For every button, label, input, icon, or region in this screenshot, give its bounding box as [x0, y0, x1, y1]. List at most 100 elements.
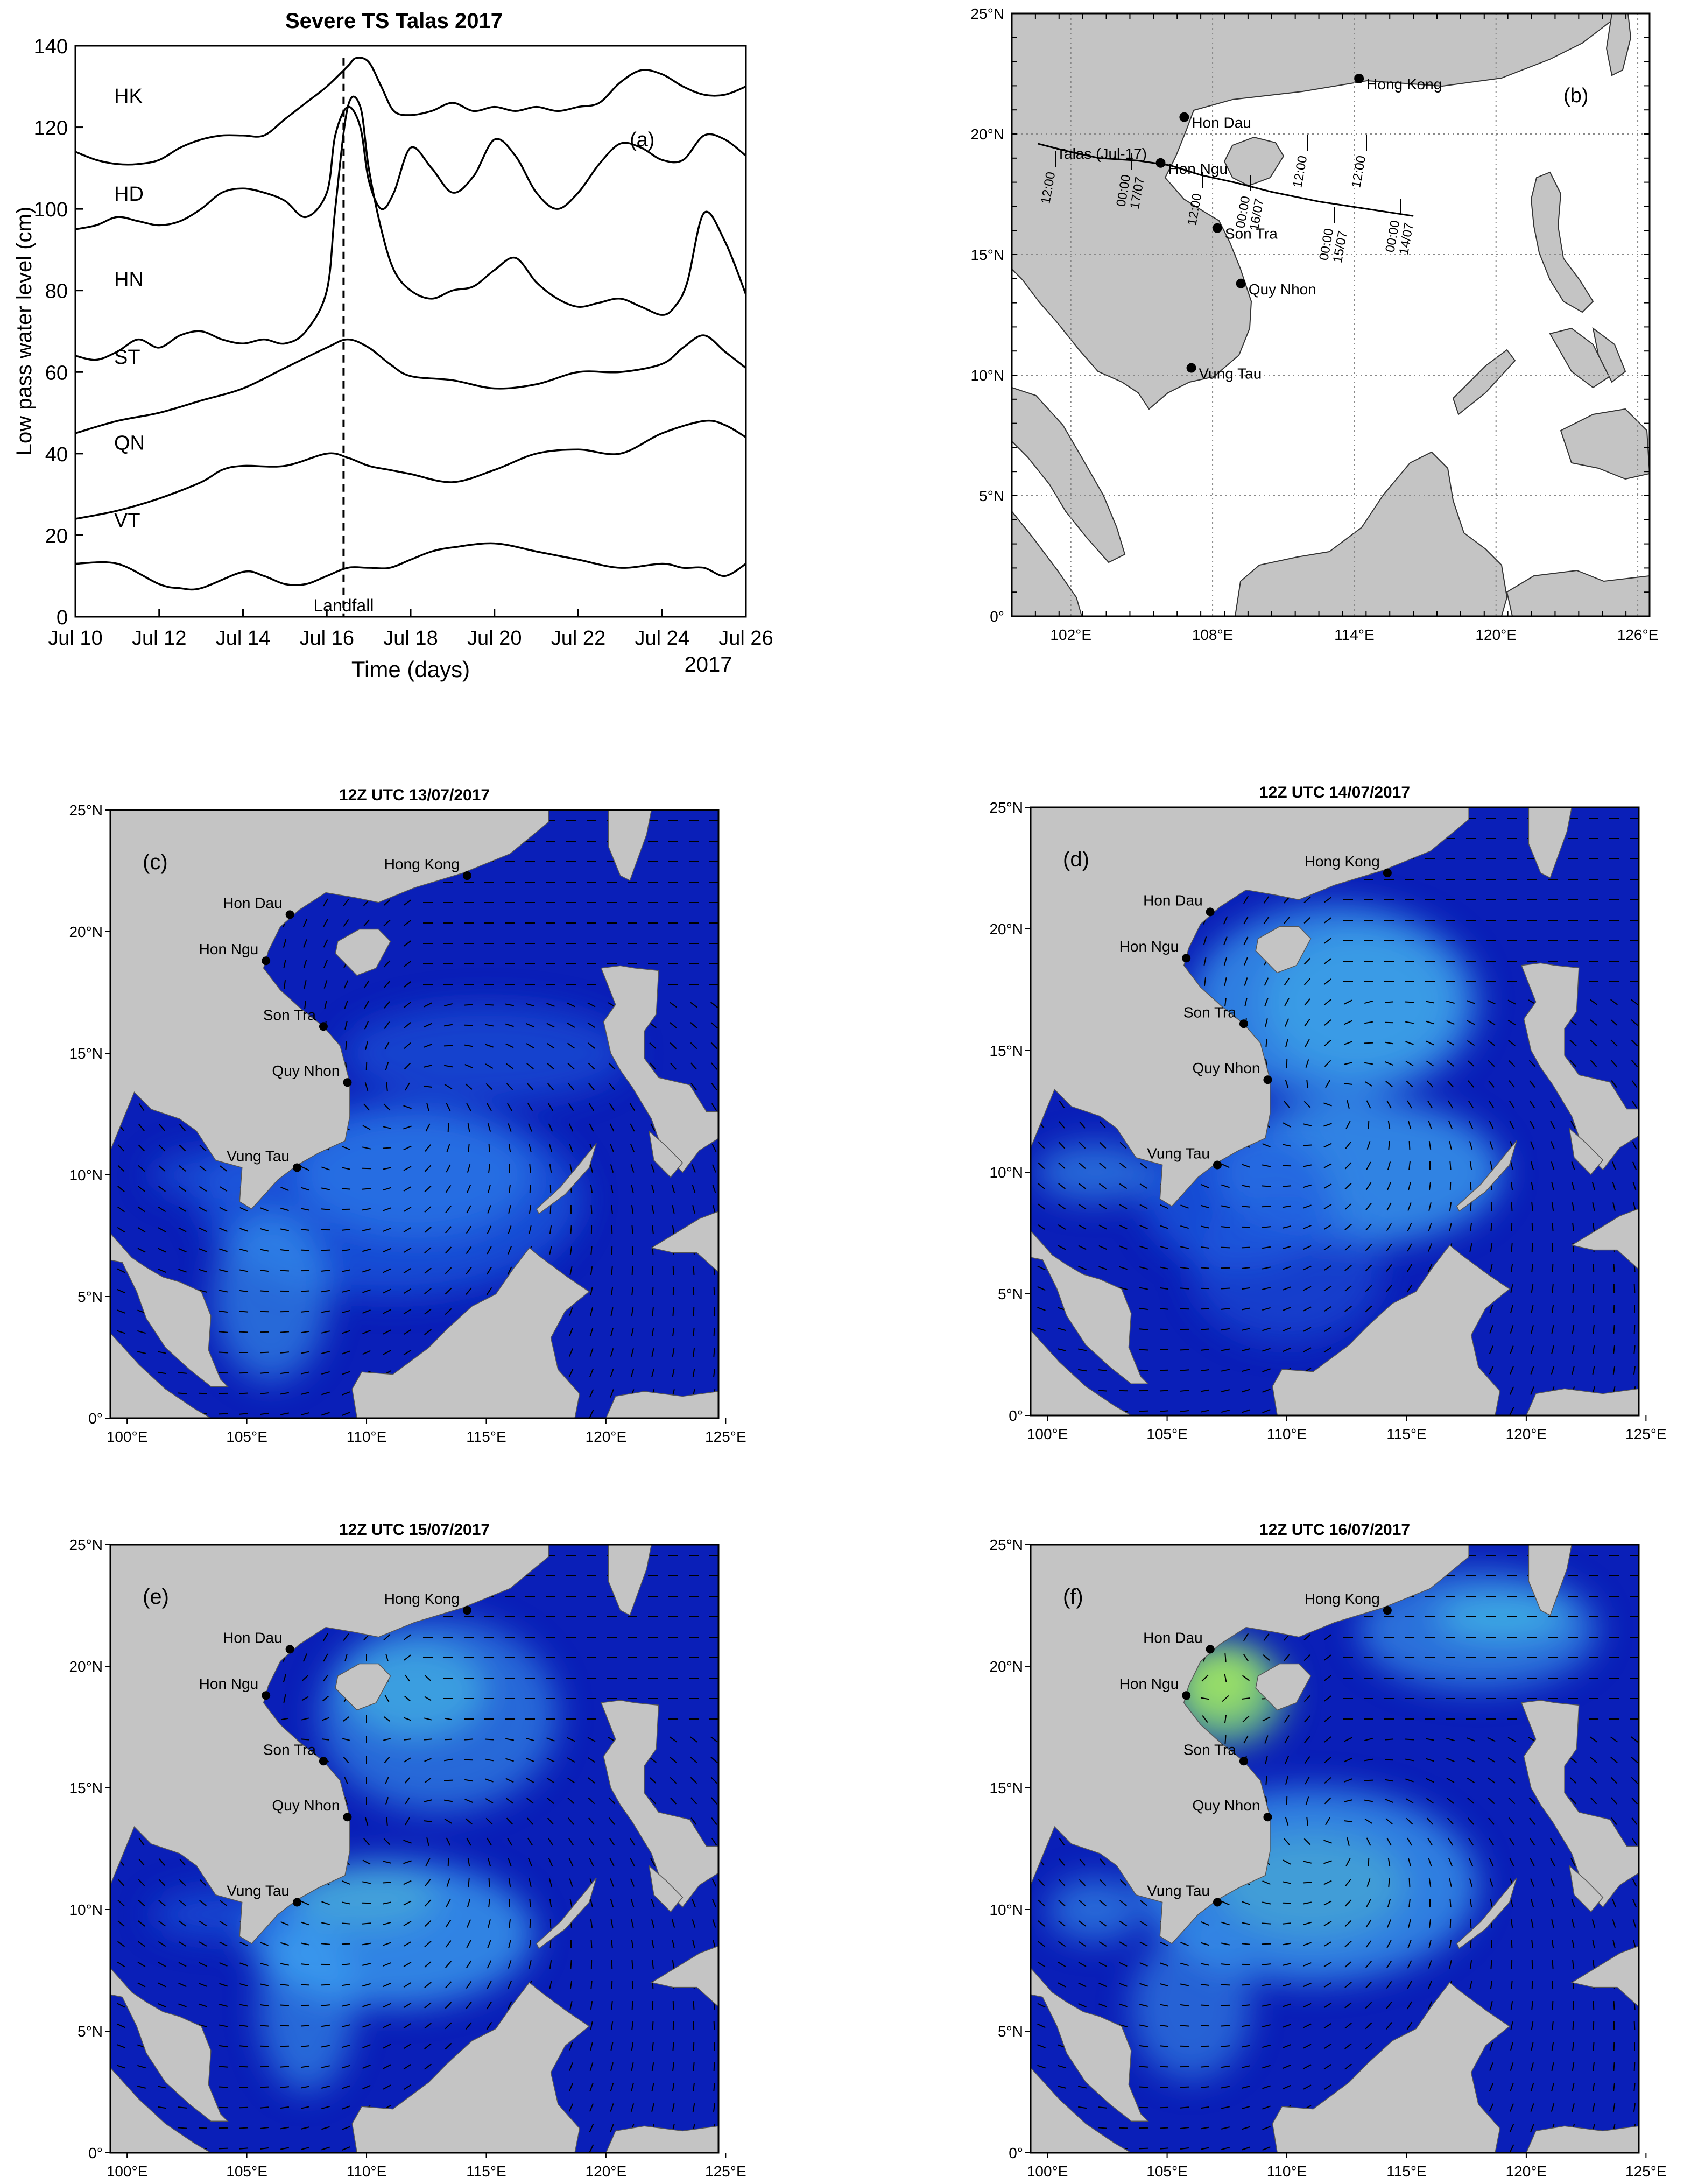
- current-arrow: [1447, 1080, 1454, 1088]
- current-arrow: [569, 1266, 573, 1276]
- current-arrow: [1323, 1880, 1332, 1885]
- current-arrow: [1303, 1225, 1312, 1229]
- current-arrow: [1077, 2106, 1087, 2109]
- current-arrow: [321, 2045, 330, 2048]
- x-tick-label: Jul 10: [48, 627, 102, 650]
- current-arrow: [610, 1389, 614, 1398]
- current-arrow: [569, 2042, 573, 2051]
- current-arrow: [1241, 1943, 1251, 1945]
- current-arrow: [1303, 1347, 1312, 1352]
- current-arrow: [1632, 1161, 1637, 1170]
- current-arrow: [1139, 1941, 1148, 1947]
- current-arrow: [1241, 1287, 1251, 1290]
- current-arrow: [1531, 1980, 1533, 1990]
- current-arrow: [424, 1778, 432, 1783]
- station-marker: [1236, 278, 1246, 288]
- current-arrow: [1366, 1100, 1371, 1109]
- current-arrow: [529, 1960, 532, 1969]
- current-arrow: [383, 1738, 391, 1741]
- lat-tick-label: 5°N: [77, 2023, 103, 2040]
- current-arrow: [569, 1898, 573, 1908]
- current-arrow: [179, 1858, 186, 1866]
- lon-tick-label: 110°E: [1267, 1426, 1307, 1442]
- current-arrow: [1531, 1939, 1533, 1949]
- current-arrow: [589, 2042, 594, 2051]
- current-arrow: [446, 1144, 450, 1152]
- current-arrow: [610, 1184, 614, 1194]
- current-arrow: [692, 1899, 696, 1907]
- current-arrow: [219, 1186, 228, 1192]
- current-arrow: [342, 2126, 350, 2130]
- current-arrow: [1489, 1305, 1493, 1313]
- current-arrow: [137, 2086, 146, 2089]
- current-arrow: [485, 1083, 493, 1090]
- track-time-label: 00:0015/07: [1316, 227, 1350, 264]
- current-arrow: [631, 1939, 634, 1949]
- current-arrow: [1490, 1263, 1493, 1273]
- current-arrow: [1159, 1266, 1169, 1270]
- current-arrow: [383, 1962, 391, 1967]
- current-arrow: [1407, 1981, 1412, 1989]
- lat-tick-label: 0°: [1009, 1407, 1023, 1424]
- current-arrow: [1511, 1243, 1513, 1252]
- current-arrow: [1469, 1141, 1473, 1150]
- current-arrow: [1344, 1285, 1352, 1292]
- current-arrow: [1098, 1962, 1107, 1967]
- current-arrow: [529, 1143, 532, 1153]
- current-arrow: [1530, 1345, 1534, 1354]
- current-arrow: [322, 1717, 329, 1721]
- current-arrow: [283, 1694, 286, 1703]
- current-arrow: [1344, 2043, 1352, 2049]
- x-tick-label: Jul 24: [635, 627, 689, 650]
- current-arrow: [1612, 1939, 1616, 1949]
- current-arrow: [423, 1085, 433, 1088]
- current-arrow: [1303, 896, 1311, 904]
- current-arrow: [1139, 2004, 1148, 2007]
- current-arrow: [1631, 1060, 1638, 1067]
- current-arrow: [445, 1308, 452, 1315]
- current-arrow: [1449, 1939, 1452, 1949]
- current-arrow: [403, 2084, 412, 2090]
- current-arrow: [321, 1738, 330, 1741]
- current-arrow: [1366, 1141, 1371, 1150]
- current-arrow: [1426, 1778, 1434, 1783]
- current-arrow: [672, 1204, 675, 1214]
- current-arrow: [343, 980, 349, 989]
- current-arrow: [342, 1330, 350, 1334]
- current-arrow: [1611, 1080, 1617, 1088]
- station-label: Hon Ngu: [199, 941, 259, 957]
- current-arrow: [1283, 1122, 1291, 1128]
- current-arrow: [1343, 1082, 1353, 1086]
- current-arrow: [362, 1902, 371, 1904]
- current-arrow: [1139, 1204, 1148, 1209]
- current-arrow: [424, 1185, 432, 1193]
- current-arrow: [1262, 1922, 1271, 1925]
- current-arrow: [1098, 1183, 1107, 1189]
- current-arrow: [1489, 2042, 1493, 2051]
- current-arrow: [1098, 1920, 1107, 1927]
- current-arrow: [425, 1879, 431, 1886]
- current-arrow: [158, 1879, 166, 1886]
- current-arrow: [548, 1878, 553, 1887]
- current-arrow: [1510, 2000, 1513, 2010]
- current-arrow: [569, 2000, 573, 2010]
- map-frame: [109, 809, 720, 1419]
- current-arrow: [1469, 1980, 1472, 1990]
- current-arrow: [321, 2065, 330, 2068]
- current-arrow: [1347, 1837, 1350, 1847]
- speed-patch: [1191, 1196, 1383, 1343]
- current-arrow: [383, 899, 391, 906]
- current-arrow: [1449, 1919, 1452, 1928]
- current-arrow: [1241, 1697, 1251, 1700]
- station-marker: [1206, 907, 1215, 917]
- current-arrow: [1118, 2127, 1128, 2129]
- current-arrow: [404, 940, 411, 947]
- current-arrow: [219, 2045, 228, 2048]
- current-arrow: [508, 1939, 511, 1949]
- current-arrow: [403, 1860, 412, 1864]
- current-arrow: [710, 1021, 718, 1029]
- current-arrow: [609, 1123, 615, 1132]
- current-arrow: [362, 2044, 371, 2048]
- current-arrow: [445, 1287, 452, 1295]
- lat-tick-label: 0°: [1009, 2145, 1023, 2161]
